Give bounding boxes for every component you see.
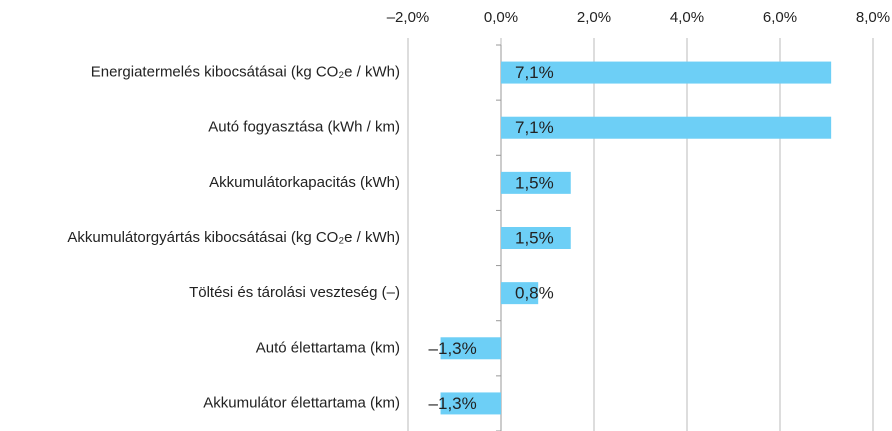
bar [440, 337, 501, 360]
x-tick-label: 4,0% [670, 9, 704, 26]
bar [501, 61, 832, 84]
y-tick-label: Autó élettartama (km) [256, 339, 400, 356]
value-label: 7,1% [515, 118, 554, 137]
x-tick-label: 8,0% [856, 9, 890, 26]
bar [440, 392, 501, 415]
x-tick-label: –2,0% [387, 9, 430, 26]
x-tick-label: 6,0% [763, 9, 797, 26]
bar [501, 282, 539, 305]
y-tick-label: Akkumulátorgyártás kibocsátásai (kg CO₂e… [67, 229, 400, 246]
bar [501, 227, 571, 249]
x-tick-label: 2,0% [577, 9, 611, 26]
bar [501, 171, 571, 194]
value-label: 0,8% [515, 284, 554, 303]
value-label: 1,5% [515, 228, 554, 247]
x-tick-label: 0,0% [484, 9, 518, 26]
y-tick-label: Energiatermelés kibocsátásai (kg CO₂e / … [91, 64, 400, 81]
bar [501, 116, 832, 139]
y-tick-label: Autó fogyasztása (kWh / km) [208, 119, 400, 136]
y-tick-label: Töltési és tárolási veszteség (–) [189, 284, 400, 301]
y-tick-label: Akkumulátorkapacitás (kWh) [209, 174, 400, 191]
value-label: –1,3% [429, 394, 477, 413]
value-label: 1,5% [515, 173, 554, 192]
y-tick-label: Akkumulátor élettartama (km) [203, 394, 400, 411]
value-label: 7,1% [515, 63, 554, 82]
value-label: –1,3% [429, 339, 477, 358]
